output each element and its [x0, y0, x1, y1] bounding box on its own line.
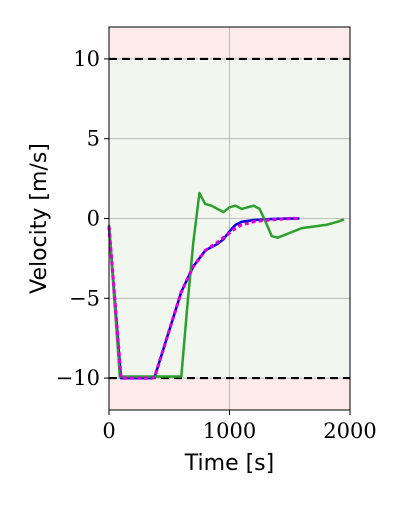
y-tick-label-3: 5 — [87, 127, 100, 151]
x-tick-label-0: 0 — [102, 419, 115, 443]
y-axis-label: Velocity [m/s] — [27, 143, 52, 294]
x-tick-label-1: 1000 — [203, 419, 256, 443]
series-line-2 — [107, 216, 300, 380]
series-line-1 — [107, 191, 345, 378]
y-tick-label-2: 0 — [87, 207, 100, 231]
series-group — [107, 191, 345, 380]
x-axis-label: Time [s] — [184, 451, 274, 476]
ticks-group: 0 1000 2000 −10 −5 0 5 10 — [56, 47, 377, 443]
y-tick-label-1: −5 — [69, 286, 100, 310]
x-tick-label-2: 2000 — [323, 419, 376, 443]
y-tick-label-0: −10 — [56, 366, 100, 390]
y-tick-label-4: 10 — [73, 47, 100, 71]
